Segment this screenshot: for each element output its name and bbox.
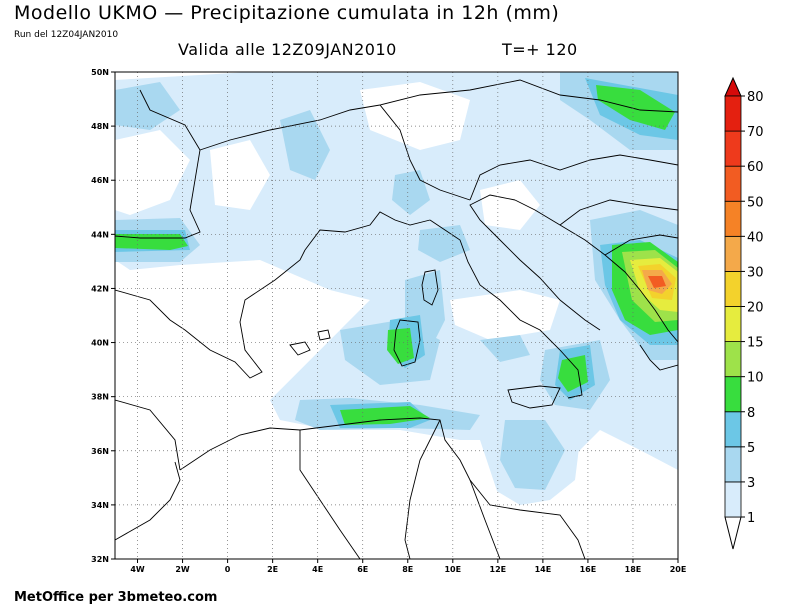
colorbar-band	[724, 481, 742, 518]
lat-label: 46N	[91, 176, 109, 185]
colorbar-band	[724, 235, 742, 272]
colorbar-bottom-arrow	[724, 516, 742, 550]
footer-credit: MetOffice per 3bmeteo.com	[14, 590, 218, 605]
colorbar-label: 60	[747, 160, 764, 175]
lon-label: 4W	[130, 565, 145, 574]
colorbar-label: 70	[747, 125, 764, 140]
forecast-step: T=+ 120	[502, 40, 578, 59]
colorbar-top-arrow	[724, 76, 742, 97]
colorbar-band	[724, 446, 742, 483]
colorbar-label: 50	[747, 195, 764, 210]
colorbar-label: 20	[747, 301, 764, 316]
colorbar-label: 5	[747, 441, 755, 456]
colorbar-band	[724, 376, 742, 413]
colorbar-label: 3	[747, 476, 755, 491]
precipitation-field	[115, 72, 678, 559]
colorbar: 1 3 5 8 10 15 20 30 40 50 60 70 80	[724, 76, 764, 550]
colorbar-label: 1	[747, 511, 755, 526]
lon-label: 8E	[402, 565, 413, 574]
colorbar-label: 40	[747, 230, 764, 245]
colorbar-band	[724, 95, 742, 132]
valid-time: Valida alle 12Z09JAN2010	[178, 40, 397, 59]
colorbar-band	[724, 306, 742, 342]
colorbar-band	[724, 411, 742, 448]
colorbar-band	[724, 130, 742, 167]
lon-label: 0	[225, 565, 231, 574]
lat-label: 50N	[91, 68, 109, 77]
lat-label: 36N	[91, 447, 109, 456]
lon-label: 4E	[312, 565, 323, 574]
lon-label: 2E	[267, 565, 278, 574]
colorbar-band	[724, 200, 742, 237]
lat-label: 44N	[91, 230, 109, 239]
lon-label: 2W	[175, 565, 190, 574]
run-info: Run del 12Z04JAN2010	[14, 30, 119, 40]
lon-label: 18E	[625, 565, 642, 574]
lon-label: 10E	[444, 565, 461, 574]
lon-label: 6E	[357, 565, 368, 574]
plot-frame	[114, 71, 679, 560]
lat-label: 48N	[91, 122, 109, 131]
coastlines	[115, 79, 678, 559]
colorbar-label: 8	[747, 406, 755, 421]
map-title: Modello UKMO — Precipitazione cumulata i…	[14, 2, 560, 24]
longitude-labels: 4W 2W 0 2E 4E 6E 8E 10E 12E 14E 16E 18E 20E	[130, 559, 686, 574]
lon-label: 16E	[580, 565, 597, 574]
colorbar-label: 30	[747, 265, 764, 280]
colorbar-band	[724, 271, 742, 307]
lon-label: 20E	[670, 565, 687, 574]
lat-label: 42N	[91, 284, 109, 293]
lat-label: 34N	[91, 501, 109, 510]
colorbar-label: 10	[747, 371, 764, 386]
colorbar-label: 80	[747, 90, 764, 105]
colorbar-band	[724, 341, 742, 378]
lon-label: 14E	[535, 565, 552, 574]
colorbar-label: 15	[747, 336, 764, 351]
lon-label: 12E	[490, 565, 507, 574]
latitude-labels: 50N 48N 46N 44N 42N 40N 38N 36N 34N 32N	[91, 68, 115, 564]
lat-label: 32N	[91, 555, 109, 564]
lat-label: 40N	[91, 339, 109, 348]
colorbar-band	[724, 165, 742, 202]
lat-label: 38N	[91, 393, 109, 402]
